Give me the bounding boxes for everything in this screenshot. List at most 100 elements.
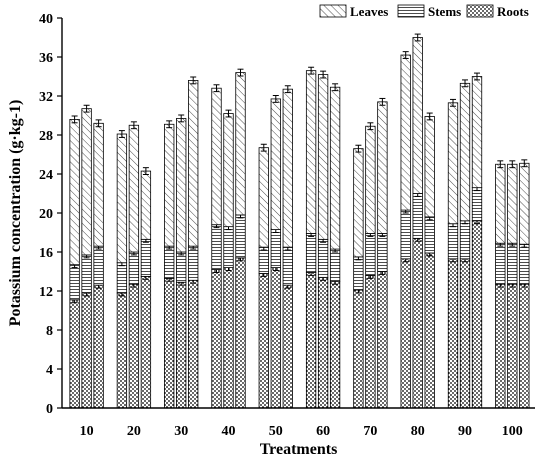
x-tick-label-50: 50 [269, 424, 283, 439]
x-tick-label-60: 60 [316, 424, 330, 439]
legend-swatch-leaves [319, 4, 347, 18]
bar-leaves-10-2 [81, 108, 92, 256]
bar-roots-10-1 [69, 299, 80, 409]
bar-roots-100-2 [507, 283, 518, 409]
bar-stems-40-1 [211, 224, 222, 270]
bar-stems-80-2 [412, 193, 423, 239]
error-bar-leaves-90-3 [473, 72, 480, 81]
y-tick-label-12: 12 [39, 285, 53, 300]
bar-stems-90-3 [471, 187, 483, 222]
bar-stems-40-2 [223, 226, 234, 268]
y-tick-label-28: 28 [39, 129, 53, 144]
bar-roots-50-1 [258, 273, 269, 409]
bar-leaves-20-3 [140, 170, 152, 240]
error-bar-leaves-10-1 [71, 115, 78, 124]
bar-stems-100-2 [507, 242, 518, 285]
error-bar-leaves-30-2 [178, 114, 185, 123]
bar-roots-10-3 [93, 284, 104, 409]
bar-leaves-60-3 [329, 86, 341, 250]
bar-leaves-70-2 [365, 125, 376, 234]
y-tick-label-16: 16 [39, 246, 53, 261]
bars-layer [69, 33, 530, 409]
bar-roots-80-3 [424, 252, 435, 409]
error-bar-leaves-60-2 [320, 70, 327, 79]
bar-leaves-40-1 [211, 87, 222, 226]
bar-stems-70-3 [377, 233, 388, 272]
error-bar-leaves-10-3 [95, 119, 102, 128]
error-bar-leaves-80-1 [402, 51, 409, 59]
x-tick-label-80: 80 [411, 424, 425, 439]
y-tick-label-20: 20 [39, 207, 53, 222]
legend: Leaves Stems Roots [319, 4, 529, 19]
bar-leaves-30-2 [176, 118, 187, 253]
bar-roots-20-1 [116, 292, 128, 409]
bar-leaves-70-1 [353, 148, 364, 258]
bar-leaves-20-1 [116, 133, 128, 264]
bar-roots-60-1 [305, 272, 317, 409]
x-tick-label-10: 10 [80, 424, 94, 439]
bar-leaves-50-1 [258, 147, 269, 248]
bar-stems-10-2 [81, 254, 92, 294]
error-bar-leaves-50-3 [284, 85, 291, 94]
bar-roots-60-2 [317, 276, 329, 409]
bar-leaves-30-1 [164, 123, 175, 247]
x-tick-label-90: 90 [458, 424, 472, 439]
bar-leaves-50-2 [270, 98, 281, 230]
error-bar-leaves-40-3 [237, 68, 244, 77]
bar-roots-40-1 [211, 269, 222, 409]
error-bar-leaves-60-3 [332, 83, 339, 92]
bar-leaves-10-1 [69, 119, 80, 266]
bar-stems-30-1 [164, 245, 175, 279]
error-bar-leaves-100-1 [497, 160, 504, 169]
bar-stems-70-1 [353, 256, 364, 291]
bar-stems-10-3 [93, 245, 104, 286]
bar-roots-20-2 [128, 283, 140, 409]
bar-stems-100-3 [519, 243, 530, 285]
bar-roots-90-2 [459, 258, 471, 409]
y-tick-label-8: 8 [46, 324, 53, 339]
y-tick-label-24: 24 [39, 168, 53, 183]
error-bar-leaves-50-2 [272, 95, 279, 103]
error-bar-leaves-20-3 [142, 167, 149, 175]
x-axis-title: Treatments [260, 441, 338, 458]
bar-roots-40-2 [223, 267, 234, 409]
bar-leaves-80-2 [412, 37, 423, 194]
bar-stems-10-1 [69, 264, 80, 301]
x-tick-label-40: 40 [221, 424, 235, 439]
legend-item-stems: Stems [397, 4, 461, 19]
bar-stems-100-1 [495, 242, 506, 285]
y-tick-label-32: 32 [39, 90, 53, 105]
error-bar-leaves-70-1 [355, 144, 362, 153]
legend-item-leaves: Leaves [319, 4, 388, 19]
error-bar-leaves-30-1 [166, 120, 173, 129]
bar-stems-20-3 [140, 238, 152, 277]
error-bar-leaves-20-1 [118, 130, 125, 138]
bar-stems-80-1 [400, 209, 411, 260]
error-bar-leaves-10-2 [83, 104, 90, 113]
bar-leaves-90-2 [459, 82, 471, 222]
bar-leaves-40-2 [223, 113, 234, 228]
bar-leaves-60-2 [317, 74, 329, 240]
bar-roots-60-3 [329, 280, 341, 409]
legend-label-roots: Roots [497, 4, 529, 19]
error-bar-leaves-30-3 [190, 76, 197, 85]
error-bar-leaves-80-2 [414, 33, 421, 42]
y-tick-label-36: 36 [39, 51, 53, 66]
bar-roots-70-1 [353, 289, 364, 409]
bar-leaves-100-2 [507, 163, 518, 244]
y-tick-label-4: 4 [46, 363, 53, 378]
bar-roots-90-3 [471, 220, 483, 409]
bar-leaves-10-3 [93, 122, 104, 247]
x-tick-label-20: 20 [127, 424, 141, 439]
legend-item-roots: Roots [466, 4, 529, 19]
error-bar-leaves-70-2 [367, 122, 374, 131]
bar-stems-90-1 [447, 223, 459, 260]
axes-layer: 10 20 30 40 50 60 70 80 90 100 0 4 8 12 16 20 24 28 32 36 40 [39, 12, 535, 439]
bar-leaves-80-3 [424, 116, 435, 218]
bar-leaves-40-3 [235, 72, 246, 216]
bar-roots-50-2 [270, 267, 281, 409]
bar-leaves-60-1 [305, 70, 317, 234]
y-tick-label-40: 40 [39, 12, 53, 27]
bar-roots-80-1 [400, 258, 411, 409]
error-bar-leaves-40-1 [213, 84, 220, 93]
